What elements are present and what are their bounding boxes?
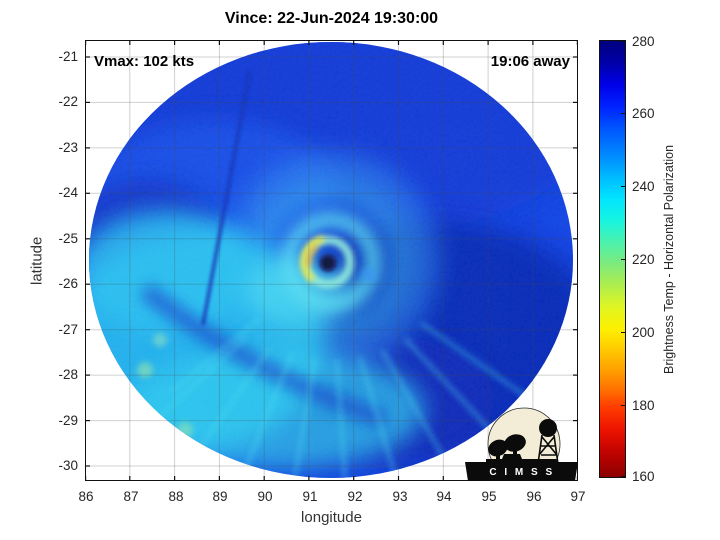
y-tick-label: -23	[58, 140, 78, 155]
y-tick-label: -25	[58, 231, 78, 246]
x-tick-label: 95	[481, 489, 497, 504]
y-tick-label: -27	[58, 322, 78, 337]
colorbar-tick-mark	[621, 405, 626, 406]
x-axis-label: longitude	[301, 509, 362, 526]
x-tick-label: 92	[347, 489, 363, 504]
plot-title: Vince: 22-Jun-2024 19:30:00	[224, 10, 439, 27]
y-tick-label: -26	[58, 276, 78, 291]
swath-texture	[89, 42, 573, 478]
colorbar-tick-label: 200	[632, 325, 655, 340]
y-tick-label: -24	[58, 185, 78, 200]
cimss-logo: C I M S S	[465, 407, 578, 481]
colorbar-tick-label: 240	[632, 179, 655, 194]
cimss-logo-silhouette	[465, 419, 578, 481]
x-tick-label: 87	[123, 489, 139, 504]
vmax-annotation: Vmax: 102 kts	[94, 53, 195, 70]
colorbar-tick-mark	[621, 259, 626, 260]
colorbar-tick-label: 260	[632, 106, 655, 121]
cimss-logo-text: C I M S S	[489, 467, 554, 478]
y-tick-label: -29	[58, 413, 78, 428]
y-axis-label: latitude	[28, 236, 46, 285]
x-tick-label: 91	[302, 489, 318, 504]
x-tick-label: 89	[212, 489, 228, 504]
x-tick-label: 93	[392, 489, 408, 504]
satellite-swath-image	[89, 42, 573, 478]
y-tick-label: -21	[58, 49, 78, 64]
x-tick-label: 86	[78, 489, 94, 504]
colorbar-tick-mark	[621, 186, 626, 187]
colorbar-tick-label: 280	[632, 34, 655, 49]
x-tick-label: 97	[570, 489, 586, 504]
time-away-annotation: 19:06 away	[490, 53, 570, 70]
y-tick-label: -30	[58, 458, 78, 473]
colorbar-tick-mark	[621, 41, 626, 42]
x-tick-label: 88	[168, 489, 184, 504]
colorbar-axis-label: Brightness Temp - Horizontal Polarizatio…	[662, 144, 676, 374]
x-tick-label: 90	[257, 489, 273, 504]
colorbar-tick-label: 180	[632, 398, 655, 413]
colorbar-tick-label: 220	[632, 252, 655, 267]
colorbar-tick-mark	[621, 113, 626, 114]
colorbar-tick-label: 160	[632, 469, 655, 484]
colorbar-tick-mark	[621, 332, 626, 333]
x-tick-label: 94	[436, 489, 452, 504]
y-tick-label: -22	[58, 94, 78, 109]
colorbar-tick-mark	[621, 476, 626, 477]
y-tick-label: -28	[58, 367, 78, 382]
x-tick-label: 96	[526, 489, 542, 504]
